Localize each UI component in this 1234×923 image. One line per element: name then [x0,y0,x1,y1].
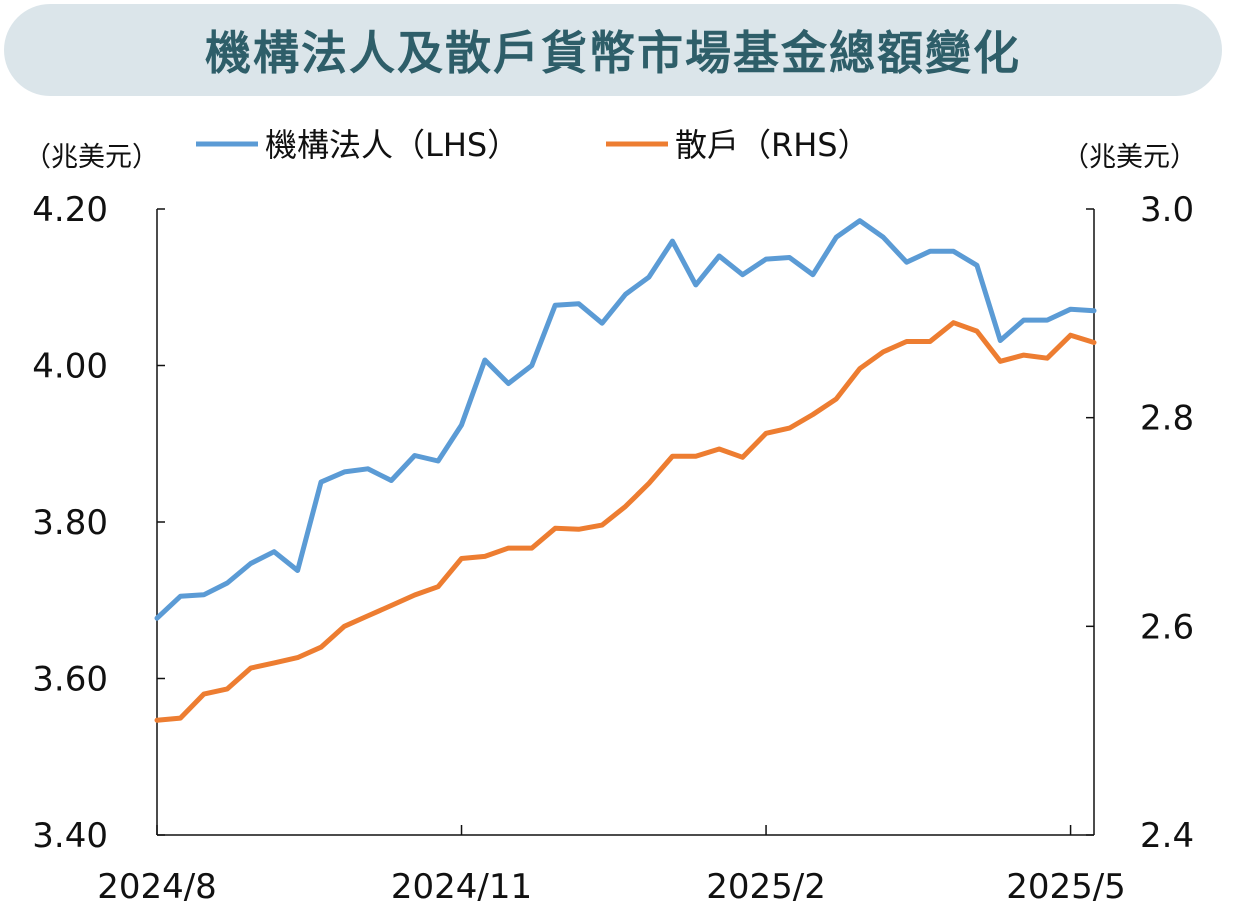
left-tick-label: 3.80 [32,503,108,543]
series-line-retail [154,320,1097,723]
legend: 機構法人（LHS） 散戶（RHS） [196,126,870,164]
x-tick-label: 2024/8 [97,867,217,907]
left-tick-label: 4.20 [32,190,108,230]
right-tick-label: 2.8 [1140,399,1194,439]
left-axis-unit: （兆美元） [24,142,159,173]
left-tick-label: 3.40 [32,816,108,856]
chart-title: 機構法人及散戶貨幣市場基金總額變化 [205,26,1021,80]
axes-group: 4.20 4.00 3.80 3.60 3.40 3.0 2.8 2.6 2.4 2024/8 20… [24,142,1197,907]
x-tick-label: 2024/11 [391,867,532,907]
series-line-institutional [154,218,1097,621]
right-tick-label: 3.0 [1140,190,1194,230]
left-tick-label: 3.60 [32,660,108,700]
right-tick-label: 2.4 [1140,816,1194,856]
right-tick-label: 2.6 [1140,607,1194,647]
right-axis-unit: （兆美元） [1062,142,1197,173]
x-tick-label: 2025/2 [706,867,826,907]
left-tick-label: 4.00 [32,347,108,387]
legend-label: 散戶（RHS） [675,126,870,164]
chart-title-banner: 機構法人及散戶貨幣市場基金總額變化 [4,4,1222,96]
legend-label: 機構法人（LHS） [265,126,519,164]
series-lines [154,218,1097,723]
x-tick-label: 2025/5 [1006,867,1126,907]
